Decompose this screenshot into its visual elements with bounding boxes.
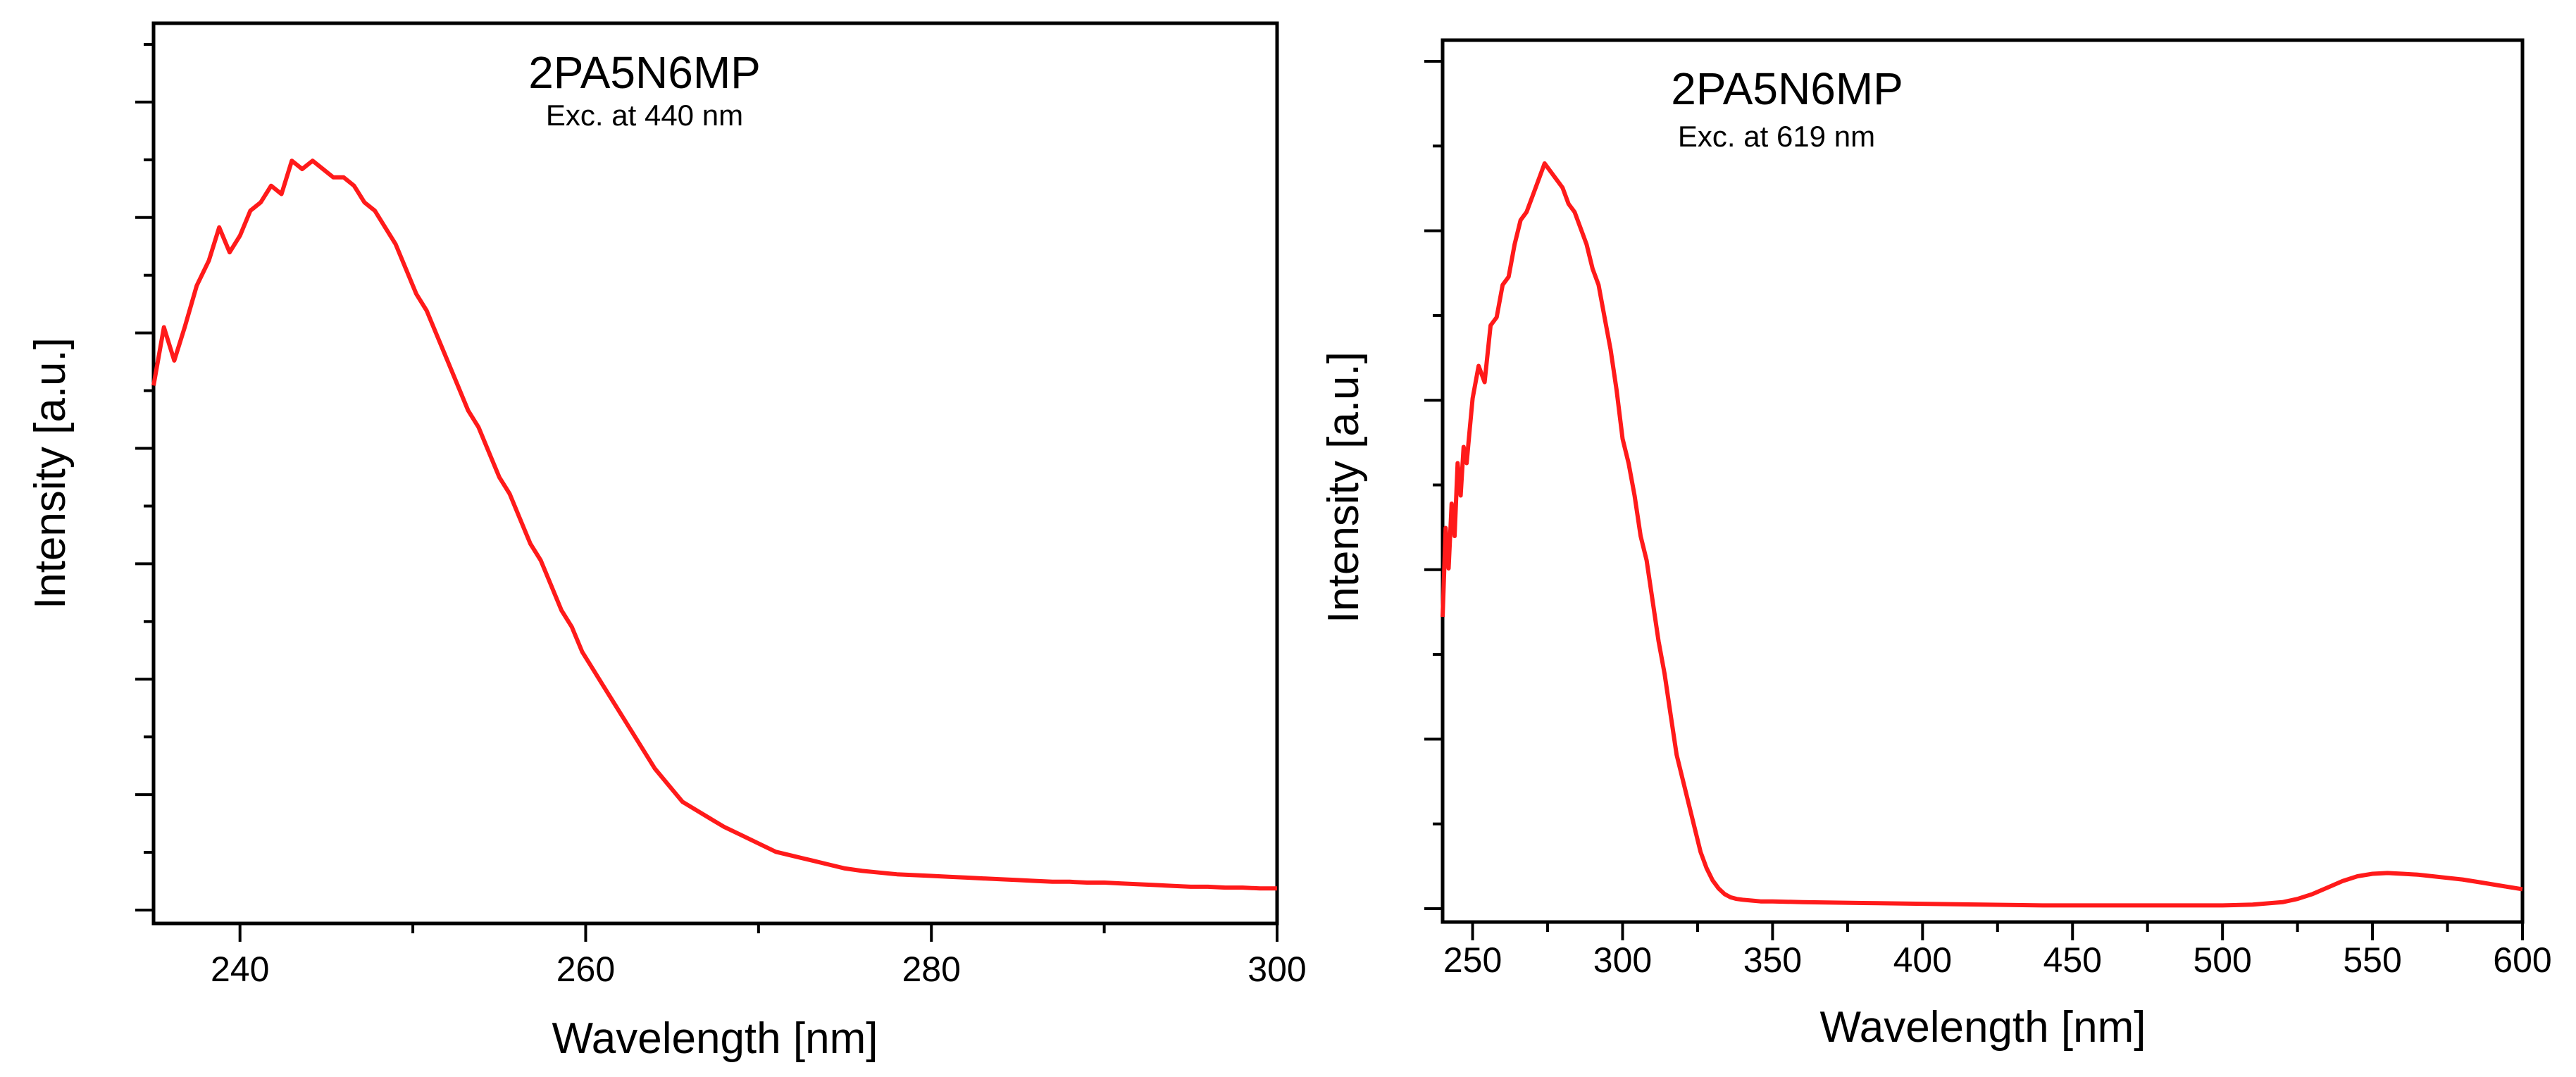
x-tick-label: 260	[556, 950, 615, 989]
chart-subtitle: Exc. at 440 nm	[546, 99, 743, 132]
y-axis-label: Intensity [a.u.]	[1319, 351, 1368, 623]
chart-title: 2PA5N6MP	[1671, 63, 1903, 114]
x-tick-label: 250	[1443, 940, 1502, 980]
x-tick-label: 550	[2343, 940, 2401, 980]
chart-right: 250 300 350 400 450 500 550 600 2PA5N6MP Exc. a…	[1319, 38, 2552, 1052]
x-tick-label: 400	[1893, 940, 1952, 980]
x-tick-label: 280	[902, 950, 961, 989]
chart-left: 240 260 280 300 2PA5N6MP Exc. at 440 nm Wav…	[26, 21, 1307, 1063]
x-tick-label: 300	[1593, 940, 1652, 980]
x-axis-label: Wavelength [nm]	[552, 1014, 878, 1063]
x-axis-label: Wavelength [nm]	[1820, 1003, 2146, 1052]
x-tick-label: 500	[2193, 940, 2251, 980]
x-tick-label: 300	[1247, 950, 1306, 989]
y-axis-label: Intensity [a.u.]	[26, 337, 75, 609]
x-tick-label: 350	[1743, 940, 1802, 980]
chart-subtitle: Exc. at 619 nm	[1678, 120, 1875, 153]
chart-title: 2PA5N6MP	[528, 47, 761, 98]
x-tick-label: 600	[2493, 940, 2551, 980]
x-ticks: 240 260 280 300	[211, 923, 1307, 989]
x-tick-label: 450	[2043, 940, 2102, 980]
spectrum-line	[1441, 161, 2523, 908]
plot-frame	[1441, 38, 2525, 924]
y-ticks	[1424, 60, 1443, 910]
x-tick-label: 240	[211, 950, 269, 989]
y-ticks	[135, 43, 154, 911]
x-ticks: 250 300 350 400 450 500 550 600	[1443, 922, 2552, 980]
spectrum-line	[151, 158, 1277, 891]
plot-frame	[151, 21, 1279, 926]
